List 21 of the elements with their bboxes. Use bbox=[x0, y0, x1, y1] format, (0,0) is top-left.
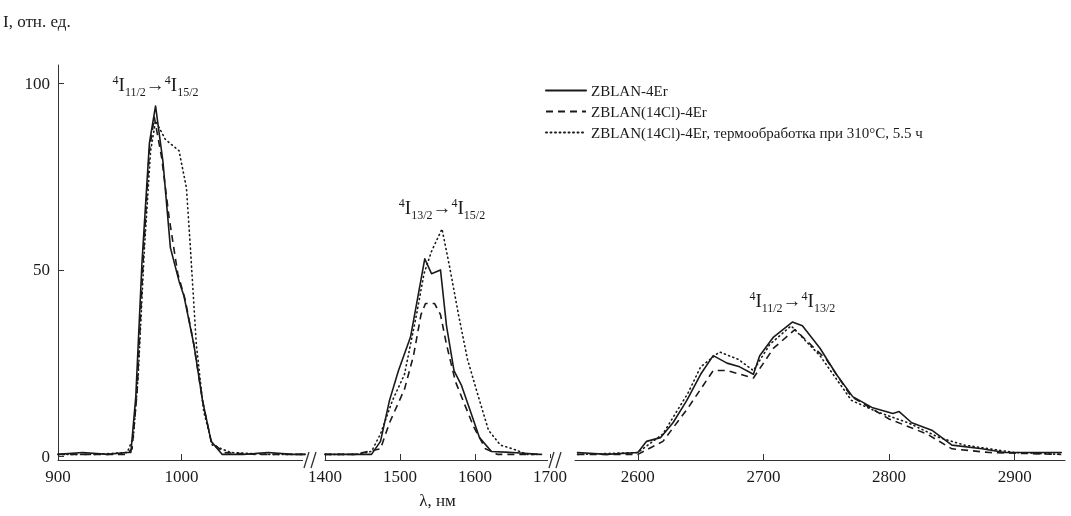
x-tick-label: 2800 bbox=[872, 467, 907, 486]
annotation: $^{4}$I$_{13/2}$→$^{4}$I$_{15/2}$ bbox=[398, 195, 486, 223]
x-tick-label: 1600 bbox=[458, 467, 492, 486]
annotation: $^{4}$I$_{11/2}$→$^{4}$I$_{15/2}$ bbox=[112, 72, 199, 100]
y-tick-label: 50 bbox=[33, 260, 50, 280]
x-tick-label: 1000 bbox=[164, 467, 199, 486]
x-tick-label: 2600 bbox=[620, 467, 655, 486]
annotation: $^{4}$I$_{11/2}$→$^{4}$I$_{13/2}$ bbox=[749, 288, 836, 317]
y-tick-label: 0 bbox=[41, 446, 50, 466]
x-tick-label: 1500 bbox=[383, 467, 417, 486]
y-tick-label: 100 bbox=[24, 74, 50, 94]
legend-label: ZBLAN(14Cl)-4Er, термообработка при 310°C, 5.5 ч bbox=[591, 124, 924, 142]
x-tick-label: 900 bbox=[45, 467, 71, 486]
legend-label: ZBLAN(14Cl)-4Er bbox=[591, 103, 707, 121]
y-axis-title: I, отн. ед. bbox=[3, 12, 71, 31]
x-tick-label: 2900 bbox=[997, 467, 1032, 486]
x-tick-label: 2700 bbox=[746, 467, 781, 486]
x-axis-title: λ, нм bbox=[419, 491, 457, 510]
x-tick-label: 1700 bbox=[533, 467, 567, 486]
x-tick-label: 1400 bbox=[308, 467, 342, 486]
legend-label: ZBLAN-4Er bbox=[591, 82, 668, 99]
